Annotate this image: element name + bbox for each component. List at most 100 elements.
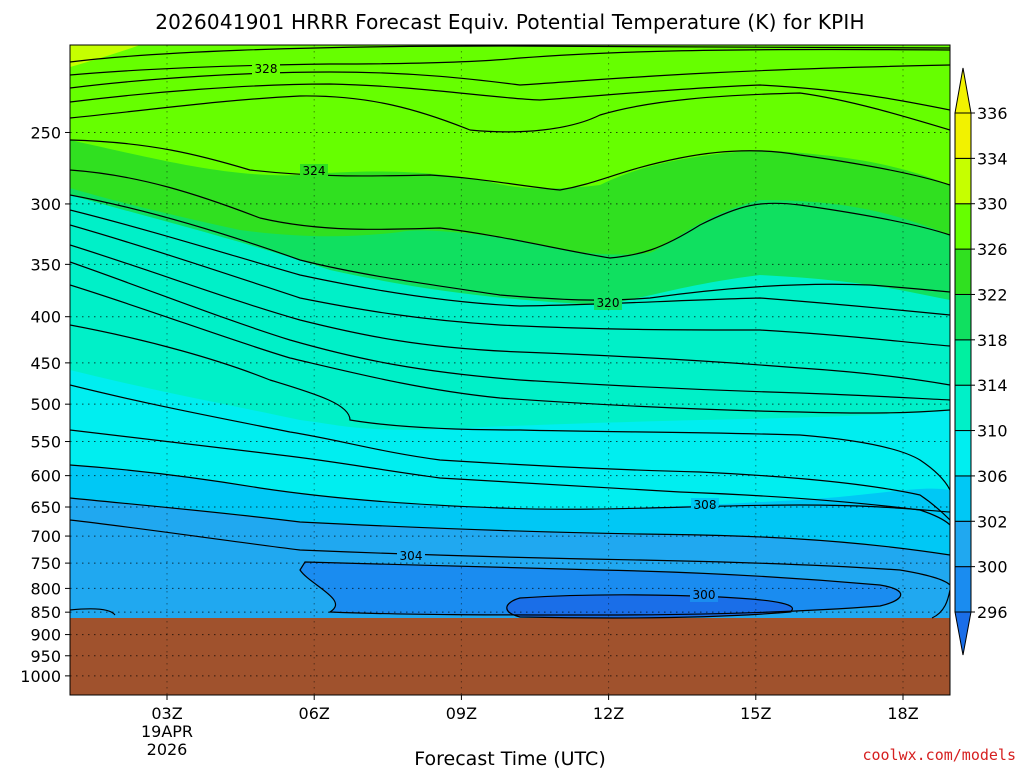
contour-line (70, 194, 950, 301)
contour-line (70, 64, 950, 89)
y-tick-label: 250 (30, 123, 61, 142)
contour-label-bg (397, 549, 425, 563)
x-tick-label: 03Z (151, 704, 182, 723)
band-330 (70, 45, 950, 189)
contour-line (70, 608, 116, 616)
y-axis: 250 300 350 400 450 500 550 600 650 700 750 800 850 9… (20, 123, 70, 686)
contour-line (70, 169, 950, 259)
contour-label-bg (690, 588, 718, 602)
colorbar-label: 310 (977, 422, 1008, 441)
contour-line (70, 48, 950, 76)
contour-line (70, 261, 950, 401)
colorbar-arrow-top (954, 67, 972, 114)
band-300 (506, 594, 793, 618)
contour-label-324: 324 (303, 164, 326, 178)
y-tick-label: 700 (30, 527, 61, 546)
colorbar-label: 306 (977, 467, 1008, 486)
y-tick-label: 850 (30, 603, 61, 622)
contour-labels: 328 324 320 308 304 300 (252, 62, 719, 602)
x-date-year: 2026 (147, 740, 188, 759)
y-tick-label: 650 (30, 498, 61, 517)
colorbar-label: 318 (977, 331, 1008, 350)
contour-label-300: 300 (693, 588, 716, 602)
x-tick-label: 12Z (593, 704, 624, 723)
contour-line (70, 224, 950, 347)
colorbar-segment (954, 248, 972, 295)
y-tick-label: 900 (30, 626, 61, 645)
colorbar-segment (954, 339, 972, 386)
contour-lines (70, 45, 950, 619)
contour-line (70, 384, 950, 521)
contour-label-bg (594, 296, 622, 310)
colorbar-segment (954, 203, 972, 250)
contour-line (299, 561, 902, 616)
contour-line (70, 497, 950, 556)
x-tick-label: 06Z (299, 704, 330, 723)
y-tick-label: 750 (30, 554, 61, 573)
contour-line (70, 244, 950, 386)
x-tick-label: 15Z (740, 704, 771, 723)
contour-line (70, 139, 950, 191)
colorbar-segment (954, 566, 972, 613)
contour-line (70, 209, 950, 316)
y-tick-label: 950 (30, 647, 61, 666)
y-tick-label: 350 (30, 255, 61, 274)
colorbar-label: 334 (977, 149, 1008, 168)
colorbar-segment (954, 112, 972, 159)
colorbar-segment (954, 475, 972, 522)
contour-label-bg (300, 164, 328, 178)
band-332 (70, 45, 950, 70)
colorbar: 296 300 302 306 310 314 318 322 326 330 334 336 (954, 67, 1008, 656)
contour-line (70, 429, 950, 526)
contour-line (70, 464, 950, 513)
chart-title: 2026041901 HRRR Forecast Equiv. Potentia… (155, 10, 865, 34)
contour-label-304: 304 (400, 549, 423, 563)
colorbar-label: 330 (977, 195, 1008, 214)
contour-line (70, 83, 950, 111)
colorbar-segment (954, 157, 972, 205)
contour-label-328: 328 (255, 62, 278, 76)
y-tick-label: 550 (30, 433, 61, 452)
x-date-month: 19APR (141, 722, 193, 741)
colorbar-label: 300 (977, 558, 1008, 577)
colorbar-arrow-bottom (954, 611, 972, 656)
colorbar-segment (954, 520, 972, 568)
x-axis-label: Forecast Time (UTC) (414, 748, 605, 768)
grid (70, 45, 950, 695)
plot-frame (69, 44, 951, 696)
contour-label-bg (691, 498, 719, 512)
y-tick-label: 1000 (20, 667, 61, 686)
colorbar-label: 314 (977, 376, 1008, 395)
colorbar-label: 326 (977, 240, 1008, 259)
contour-label-320: 320 (597, 296, 620, 310)
x-tick-label: 09Z (446, 704, 477, 723)
colorbar-segment (954, 293, 972, 341)
contour-line (70, 519, 950, 586)
colorbar-label: 336 (977, 104, 1008, 123)
colorbar-label: 302 (977, 512, 1008, 531)
contour-line (931, 589, 950, 619)
contour-label-bg (252, 62, 280, 76)
y-tick-label: 300 (30, 195, 61, 214)
ground-fill (70, 618, 950, 695)
contour-line (70, 45, 950, 63)
y-tick-label: 400 (30, 308, 61, 327)
x-tick-label: 18Z (887, 704, 918, 723)
band-334 (70, 45, 140, 67)
x-axis: 03Z 06Z 09Z 12Z 15Z 18Z (151, 695, 919, 723)
colorbar-label: 296 (977, 603, 1008, 622)
contour-line (70, 284, 950, 414)
y-tick-label: 600 (30, 467, 61, 486)
y-tick-label: 500 (30, 395, 61, 414)
contour-label-308: 308 (694, 498, 717, 512)
colorbar-segment (954, 384, 972, 432)
y-tick-label: 800 (30, 579, 61, 598)
colorbar-label: 322 (977, 285, 1008, 304)
plot-area (70, 45, 950, 695)
y-tick-label: 450 (30, 354, 61, 373)
credit-text: coolwx.com/models (862, 746, 1016, 764)
colorbar-segment (954, 430, 972, 477)
contour-line (70, 92, 950, 133)
contour-line (70, 324, 950, 491)
